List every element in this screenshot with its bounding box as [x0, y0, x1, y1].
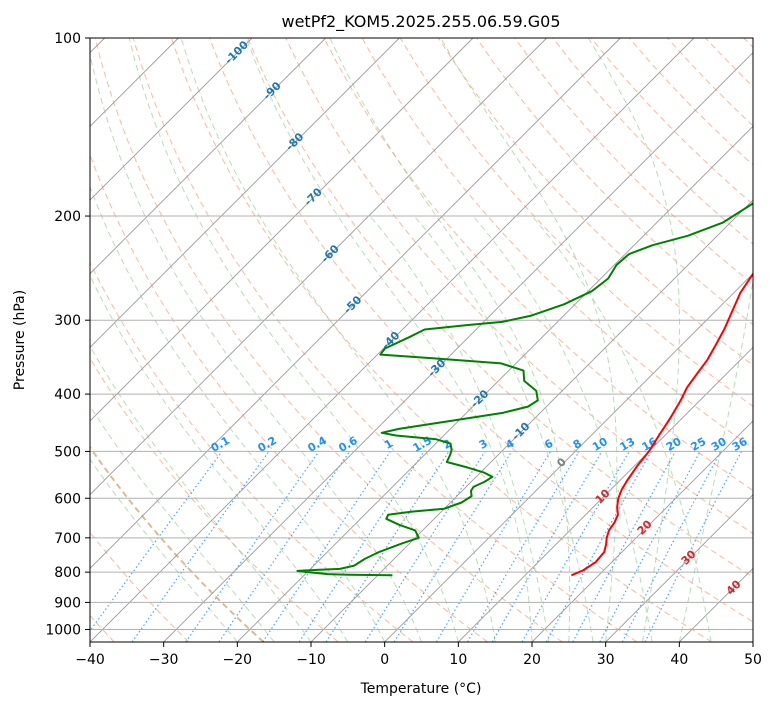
mixing-ratio-line	[644, 451, 743, 642]
dry-adiabat	[132, 38, 638, 642]
plot-area	[90, 38, 753, 642]
y-tick-label: 600	[54, 491, 81, 507]
isotherm-line	[90, 38, 326, 275]
moist-adiabat	[440, 38, 618, 642]
y-tick-label: 1000	[45, 622, 81, 638]
dry-adiabat	[90, 445, 265, 642]
y-tick-label: 700	[54, 531, 81, 547]
mixing-ratio-line	[90, 451, 223, 632]
y-tick-label: 500	[54, 444, 81, 460]
isobars	[90, 38, 753, 630]
isotherm-line	[384, 273, 753, 642]
y-tick-label: 400	[54, 387, 81, 403]
x-tick-label: 50	[744, 652, 762, 668]
wet-bulb-curve	[369, 215, 550, 642]
dry-adiabat	[476, 38, 753, 326]
isotherm-line	[90, 38, 695, 642]
mixing-ratio-line	[545, 451, 652, 642]
y-axis-ticks: 100 200 300 400 500 600 700 800 900 1000	[45, 31, 90, 638]
moist-adiabat	[329, 38, 571, 642]
y-tick-label: 800	[54, 565, 81, 581]
mixing-ratio-line	[621, 451, 722, 642]
mixing-ratio-line	[521, 451, 630, 642]
x-tick-label: 30	[597, 652, 615, 668]
y-tick-label: 900	[54, 595, 81, 611]
dry-adiabat	[285, 38, 753, 535]
dry-adiabat	[170, 38, 712, 642]
x-axis-label: Temperature (°C)	[360, 681, 482, 697]
x-axis-ticks: −40 −30 −20 −10 0 10 20 30 40 50	[75, 642, 762, 668]
moist-adiabat	[245, 38, 533, 642]
isotherm-line	[90, 38, 621, 569]
isotherms	[90, 38, 753, 642]
sounding-profiles	[296, 202, 753, 577]
isotherm-line	[310, 199, 753, 642]
x-tick-label: −10	[296, 652, 326, 668]
moist-adiabat	[128, 38, 459, 642]
dry-adiabats	[90, 38, 753, 642]
mixing-ratio-line	[218, 451, 351, 642]
mixing-ratio-line	[298, 451, 425, 642]
y-tick-label: 200	[54, 209, 81, 225]
x-tick-label: −40	[75, 652, 105, 668]
moist-adiabat	[90, 405, 275, 642]
isotherm-line	[90, 38, 253, 201]
isotherm-line	[90, 38, 400, 348]
dry-adiabat	[90, 261, 414, 642]
moist-adiabat	[90, 51, 422, 642]
isotherm-line	[90, 38, 547, 496]
mixing-ratio-line	[262, 451, 391, 642]
isotherm-line	[90, 38, 474, 422]
plot-frame	[89, 37, 754, 643]
x-tick-label: 10	[449, 652, 467, 668]
mixing-ratio-lines	[90, 451, 743, 642]
mixing-ratio-line	[572, 451, 677, 642]
isotherm-line	[605, 494, 753, 642]
x-tick-label: −20	[223, 652, 253, 668]
x-tick-label: 20	[523, 652, 541, 668]
wet-bulb-curve	[531, 215, 712, 642]
moist-adiabat	[90, 185, 386, 642]
y-tick-label: 300	[54, 313, 81, 329]
dewpoint-profile	[296, 202, 753, 577]
moist-adiabat	[90, 274, 349, 642]
chart-title: wetPf2_KOM5.2025.255.06.59.G05	[281, 12, 560, 32]
moist-adiabat	[678, 38, 753, 642]
dry-adiabat	[514, 38, 753, 285]
temperature-profile	[571, 272, 753, 577]
y-tick-label: 100	[54, 31, 81, 47]
isotherm-line	[163, 52, 753, 642]
mixing-ratio-line	[393, 451, 513, 642]
dry-adiabat	[209, 38, 753, 623]
wet-bulb-curves	[369, 215, 712, 642]
x-tick-label: 40	[670, 652, 688, 668]
mixing-ratio-line	[325, 451, 450, 642]
dry-adiabat	[94, 38, 563, 642]
wet-bulb-curve	[472, 215, 653, 642]
isotherm-line	[458, 346, 753, 642]
moist-adiabat	[180, 38, 496, 642]
x-tick-label: 0	[380, 652, 389, 668]
moist-adiabat	[587, 38, 680, 642]
isotherm-line	[237, 125, 753, 642]
mixing-ratio-line	[185, 451, 320, 642]
x-tick-label: −30	[149, 652, 179, 668]
wet-bulb-curve	[413, 215, 594, 642]
isotherm-line	[531, 420, 753, 642]
dry-adiabat	[90, 357, 339, 642]
y-axis-label: Pressure (hPa)	[12, 290, 28, 390]
background-lines	[90, 38, 753, 642]
dry-adiabat	[323, 38, 753, 492]
moist-adiabat	[90, 458, 238, 642]
